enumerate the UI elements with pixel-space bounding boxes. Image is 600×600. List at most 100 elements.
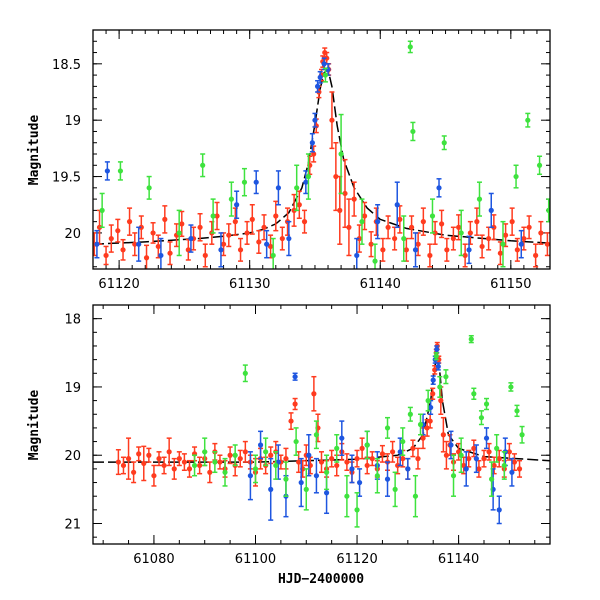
blue-data-point [483, 427, 490, 450]
red-data-point [237, 449, 243, 468]
green-data-point [519, 425, 525, 444]
red-data-point [179, 210, 185, 238]
blue-data-point [405, 457, 411, 480]
red-data-point [430, 387, 436, 400]
red-data-point [479, 234, 485, 259]
red-data-point [226, 223, 232, 248]
red-data-point [242, 440, 248, 463]
blue-data-point [356, 468, 363, 497]
green-data-point [400, 427, 406, 456]
green-data-point [210, 198, 216, 234]
green-data-point [176, 209, 182, 257]
red-data-point [136, 446, 142, 462]
bottom-points-layer [115, 334, 525, 528]
red-data-point [491, 456, 497, 475]
red-data-point [408, 215, 415, 240]
green-data-point [500, 220, 506, 268]
green-data-point [273, 451, 279, 480]
green-data-point [417, 413, 424, 436]
green-data-point [401, 215, 407, 262]
green-data-point [384, 416, 391, 439]
green-data-point [270, 237, 276, 269]
x-tick-label: 61130 [229, 277, 270, 292]
red-data-point [185, 238, 191, 261]
blue-data-point [339, 420, 345, 456]
red-data-point [432, 365, 438, 375]
red-data-point [354, 449, 360, 468]
green-data-point [412, 474, 419, 518]
red-data-point [511, 453, 518, 472]
blue-data-point [375, 203, 381, 240]
red-data-point [115, 449, 121, 476]
green-data-point [450, 454, 457, 497]
blue-data-point [488, 192, 494, 229]
red-data-point [217, 454, 223, 470]
green-data-point [359, 198, 365, 245]
y-tick-label: 19.5 [52, 171, 81, 186]
red-data-point [244, 220, 250, 245]
red-data-point [438, 386, 444, 416]
green-data-point [407, 40, 413, 54]
bottom-axis-ticks [93, 304, 550, 544]
green-data-point [334, 433, 340, 463]
red-data-point [120, 456, 127, 475]
green-data-point [425, 389, 431, 412]
red-data-point [481, 449, 487, 468]
red-data-point [444, 237, 450, 262]
red-data-point [521, 226, 527, 251]
blue-data-point [188, 224, 194, 253]
blue-data-point [435, 362, 441, 371]
blue-data-point [275, 444, 281, 480]
green-data-point [146, 175, 152, 200]
green-data-point [303, 468, 309, 511]
red-data-point [410, 439, 416, 458]
red-data-point [462, 243, 468, 268]
green-data-point [536, 155, 543, 176]
red-data-point [496, 449, 502, 468]
blue-data-point [314, 79, 321, 93]
bottom-model-curve [93, 356, 550, 463]
red-data-point [379, 444, 386, 463]
green-data-point [305, 153, 312, 200]
red-data-point [301, 209, 308, 234]
top-points-layer [93, 40, 550, 269]
bottom-y-axis-label: Magnitude [27, 390, 42, 461]
red-data-point [526, 215, 532, 240]
red-data-point [126, 207, 133, 236]
blue-data-point [257, 430, 264, 460]
x-tick-label: 61120 [98, 277, 139, 292]
blue-data-point [286, 220, 292, 257]
y-tick-label: 19 [64, 381, 81, 396]
green-data-point [117, 161, 124, 181]
top-model-curve [93, 68, 550, 245]
red-data-point [397, 205, 403, 234]
red-data-point [161, 456, 167, 475]
blue-data-point [268, 457, 274, 521]
top-panel: 61120 61130 61140 61150 18.5 19 19.5 20 Magnitu… [27, 29, 551, 292]
red-data-point [256, 229, 262, 254]
green-data-point [483, 397, 490, 411]
red-data-point [131, 461, 137, 484]
green-data-point [513, 164, 519, 189]
blue-data-point [313, 457, 320, 494]
green-data-point [478, 410, 485, 426]
red-data-point [415, 232, 421, 257]
red-data-point [220, 232, 227, 257]
red-data-point [486, 442, 492, 461]
red-data-point [311, 375, 317, 412]
bottom-x-axis-label: HJD−2400000 [278, 572, 364, 587]
blue-data-point [509, 457, 515, 487]
green-data-point [200, 153, 206, 178]
green-data-point [263, 437, 269, 467]
red-data-point [125, 437, 132, 480]
green-data-point [433, 352, 439, 361]
top-y-axis-label: Magnitude [27, 115, 42, 186]
red-data-point [190, 226, 197, 251]
red-data-point [138, 215, 144, 240]
red-data-point [476, 459, 482, 478]
green-data-point [232, 444, 238, 467]
red-data-point [385, 215, 391, 240]
blue-data-point [317, 70, 323, 84]
bottom-tick-labels: 61080 61100 61120 61140 18 19 20 21 [64, 313, 479, 567]
